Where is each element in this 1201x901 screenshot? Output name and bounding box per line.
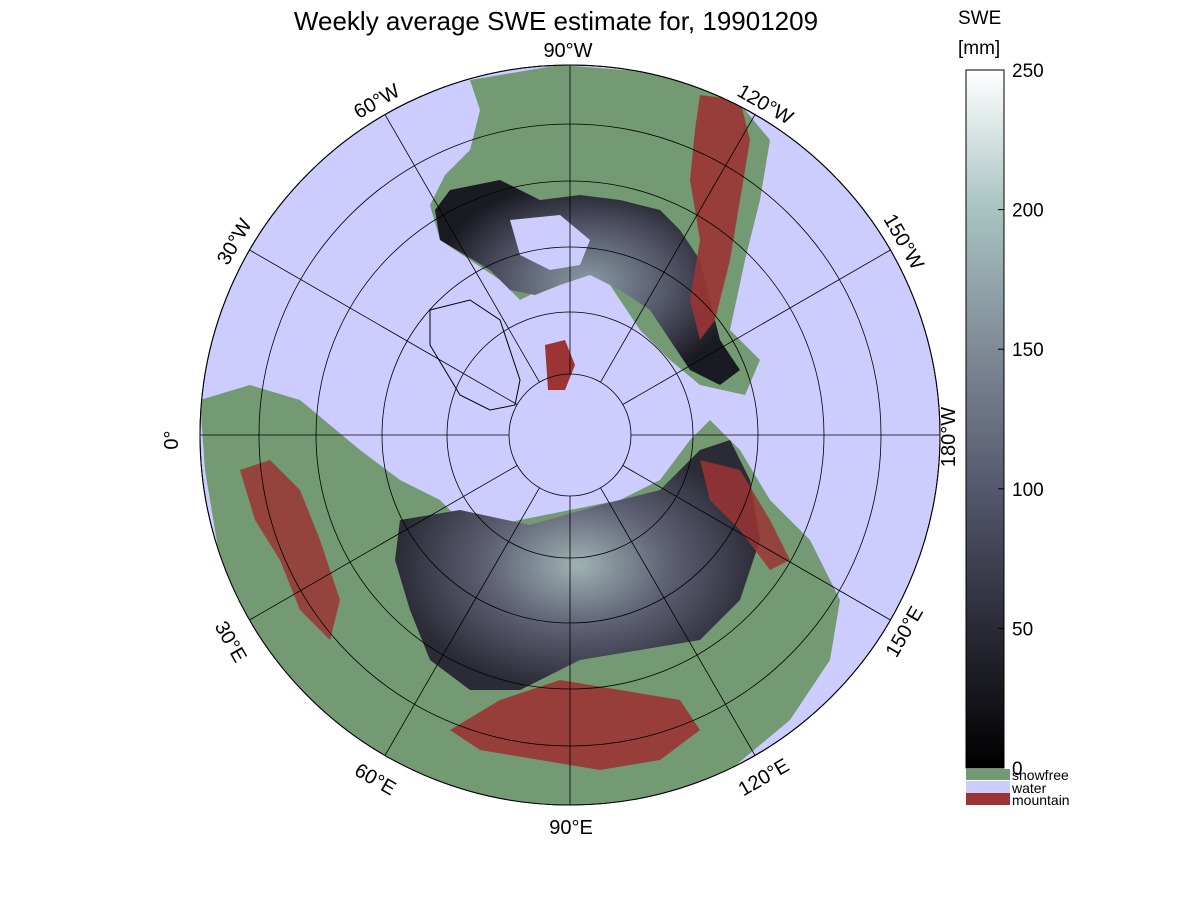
snow-cover-north-america <box>435 180 740 385</box>
map-border <box>199 64 941 806</box>
legend-label-snowfree: snowfree <box>1012 767 1069 783</box>
colorbar-tick-label: 50 <box>1012 619 1033 640</box>
mountains-central-asia <box>450 680 700 770</box>
longitude-grid <box>200 65 940 805</box>
legend-label-water: water <box>1011 780 1047 796</box>
greenland-coast <box>545 340 575 390</box>
meridian-line <box>249 249 518 405</box>
legend: snowfree water mountain <box>966 767 1070 808</box>
legend-swatch-snowfree <box>966 769 1010 780</box>
lon-label-0: 0° <box>161 430 183 449</box>
mountains-east-siberia <box>700 460 790 570</box>
colorbar-label-swe: SWE <box>958 8 1001 29</box>
colorbar: SWE [mm] 0 50 100 150 200 250 <box>958 8 1044 780</box>
map-title: Weekly average SWE estimate for, 1990120… <box>294 6 818 36</box>
colorbar-gradient <box>965 69 1005 769</box>
meridian-line <box>600 487 756 756</box>
meridian-line <box>622 465 891 621</box>
colorbar-tick-label: 250 <box>1012 61 1044 82</box>
colorbar-ticks: 0 50 100 150 200 250 <box>998 61 1044 780</box>
mountains-west-america <box>690 95 750 340</box>
lon-label-60e: 60°E <box>351 759 400 800</box>
lon-label-180w: 180°W <box>938 407 960 467</box>
meridian-line <box>384 487 540 756</box>
snow-cover-eurasia <box>395 440 760 690</box>
meridian-line <box>384 114 540 383</box>
greenland <box>429 299 521 411</box>
meridian-line <box>600 114 756 383</box>
lon-label-90w: 90°W <box>543 40 592 62</box>
lon-label-30e: 30°E <box>210 618 251 667</box>
colorbar-tick-label: 100 <box>1012 480 1044 501</box>
legend-swatch-mountain <box>966 793 1010 805</box>
colorbar-tick-label: 200 <box>1012 201 1044 222</box>
colorbar-label-unit: [mm] <box>958 38 1000 59</box>
polar-map: 90°W 120°W 150°W 180°W 150°E 120°E 90°E … <box>161 40 960 839</box>
legend-swatch-water <box>966 781 1010 793</box>
legend-label-mountain: mountain <box>1012 792 1070 808</box>
meridian-line <box>622 249 891 405</box>
meridian-line <box>249 465 518 621</box>
lon-label-90e: 90°E <box>549 817 593 839</box>
colorbar-tick-label: 150 <box>1012 340 1044 361</box>
colorbar-tick-label: 0 <box>1012 759 1023 780</box>
mountains-europe <box>240 460 340 640</box>
